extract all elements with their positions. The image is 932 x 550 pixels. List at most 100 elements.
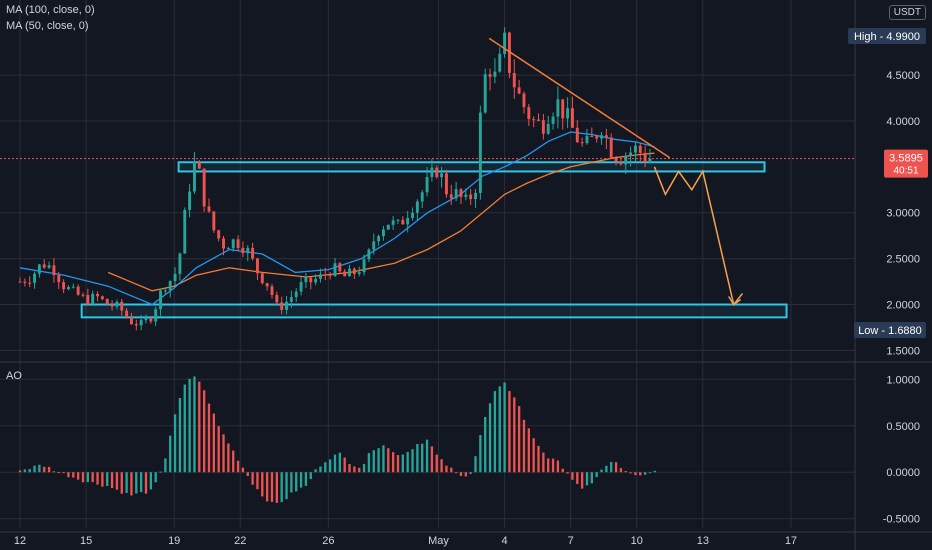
candle-body — [130, 317, 133, 325]
candle-body — [624, 155, 628, 165]
candle-body — [459, 189, 463, 197]
candle-body — [633, 145, 637, 153]
candle-body — [304, 277, 308, 283]
candle-body — [333, 263, 337, 276]
ao-bar — [517, 406, 521, 473]
ao-bar — [149, 472, 153, 490]
ao-tick-label: 0.5000 — [886, 421, 920, 433]
candle-body — [144, 318, 148, 321]
price-candles — [18, 27, 652, 331]
ao-bar — [484, 416, 487, 473]
ao-bar — [571, 472, 574, 480]
ao-bar — [319, 466, 322, 473]
ao-bar — [295, 472, 298, 492]
candle-body — [251, 247, 255, 259]
ao-bar — [101, 472, 104, 487]
candle-body — [619, 161, 623, 165]
zone-rect-1[interactable] — [177, 161, 766, 173]
candle-body — [125, 310, 129, 318]
candle-body — [527, 107, 531, 120]
candle-body — [444, 173, 448, 195]
ao-bar — [261, 472, 264, 497]
ao-bar — [290, 472, 293, 493]
ao-bar — [600, 469, 603, 473]
ao-bar — [120, 472, 123, 494]
candle-body — [159, 290, 162, 310]
ao-bar — [198, 381, 201, 473]
candle-body — [265, 283, 269, 287]
ao-bar — [508, 391, 511, 473]
candle-body — [47, 265, 51, 268]
ma50-legend[interactable]: MA (50, close, 0) — [6, 20, 89, 32]
ao-bar — [154, 472, 157, 483]
candle-body — [231, 239, 235, 249]
candle-body — [168, 281, 172, 291]
ao-bar — [47, 466, 51, 473]
ao-bar — [144, 472, 148, 494]
candle-body — [178, 253, 182, 274]
candle-body — [62, 282, 66, 290]
candle-body — [299, 282, 303, 292]
ao-bar — [212, 413, 216, 473]
ao-bar — [614, 462, 618, 473]
ao-bar — [629, 472, 632, 474]
ao-bar — [86, 472, 90, 483]
candle-body — [139, 320, 143, 326]
candle-body — [537, 119, 540, 121]
ao-bar — [537, 445, 540, 473]
candle-body — [512, 72, 516, 88]
ao-bar — [377, 448, 380, 473]
candle-body — [415, 201, 419, 213]
ao-bar — [522, 419, 526, 473]
candle-body — [91, 293, 95, 305]
candle-body — [285, 301, 288, 310]
ao-bar — [488, 403, 492, 473]
ao-bar — [610, 461, 613, 473]
price-tick-label: 4.5000 — [886, 70, 920, 82]
ao-bar — [207, 403, 211, 473]
ao-bar — [173, 414, 177, 473]
trendline-drawings[interactable] — [488, 37, 744, 307]
candle-body — [352, 268, 356, 275]
candle-body — [236, 239, 240, 248]
ao-bar — [551, 458, 555, 473]
candle-body — [503, 32, 507, 54]
candle-body — [648, 158, 652, 163]
candle-body — [386, 224, 390, 230]
ao-bar — [52, 471, 56, 473]
ao-bar — [639, 472, 642, 476]
candle-body — [226, 248, 230, 250]
currency-button[interactable]: USDT — [888, 5, 926, 20]
candle-body — [222, 238, 225, 249]
ao-bar — [498, 386, 501, 473]
candle-body — [173, 273, 177, 282]
low-price-tag-bg — [854, 322, 926, 338]
ao-bar — [164, 458, 167, 473]
ao-bar — [556, 460, 560, 473]
ao-bar — [459, 472, 463, 476]
candle-body — [604, 135, 608, 138]
descending-trendline[interactable] — [488, 37, 671, 159]
ma100-legend[interactable]: MA (100, close, 0) — [6, 4, 95, 16]
candle-body — [149, 318, 153, 322]
ao-bar — [106, 472, 109, 487]
ao-bar — [580, 472, 584, 489]
candle-body — [115, 301, 119, 307]
candle-body — [343, 271, 347, 277]
ao-legend[interactable]: AO — [6, 370, 22, 382]
chart-axes[interactable]: 4.5000 4.0000 3.0000 2.5000 2.0000 1.5000 1.00… — [14, 70, 920, 547]
time-tick-label: 13 — [697, 535, 709, 547]
support-resistance-zones[interactable] — [80, 161, 788, 319]
zone-rect-2[interactable] — [80, 303, 788, 319]
candle-body — [546, 123, 550, 134]
candle-body — [435, 167, 439, 178]
ao-bar — [382, 445, 385, 473]
ao-histogram — [18, 376, 656, 503]
ao-bar — [251, 472, 254, 485]
candle-body — [493, 71, 497, 77]
candle-body — [57, 275, 61, 283]
